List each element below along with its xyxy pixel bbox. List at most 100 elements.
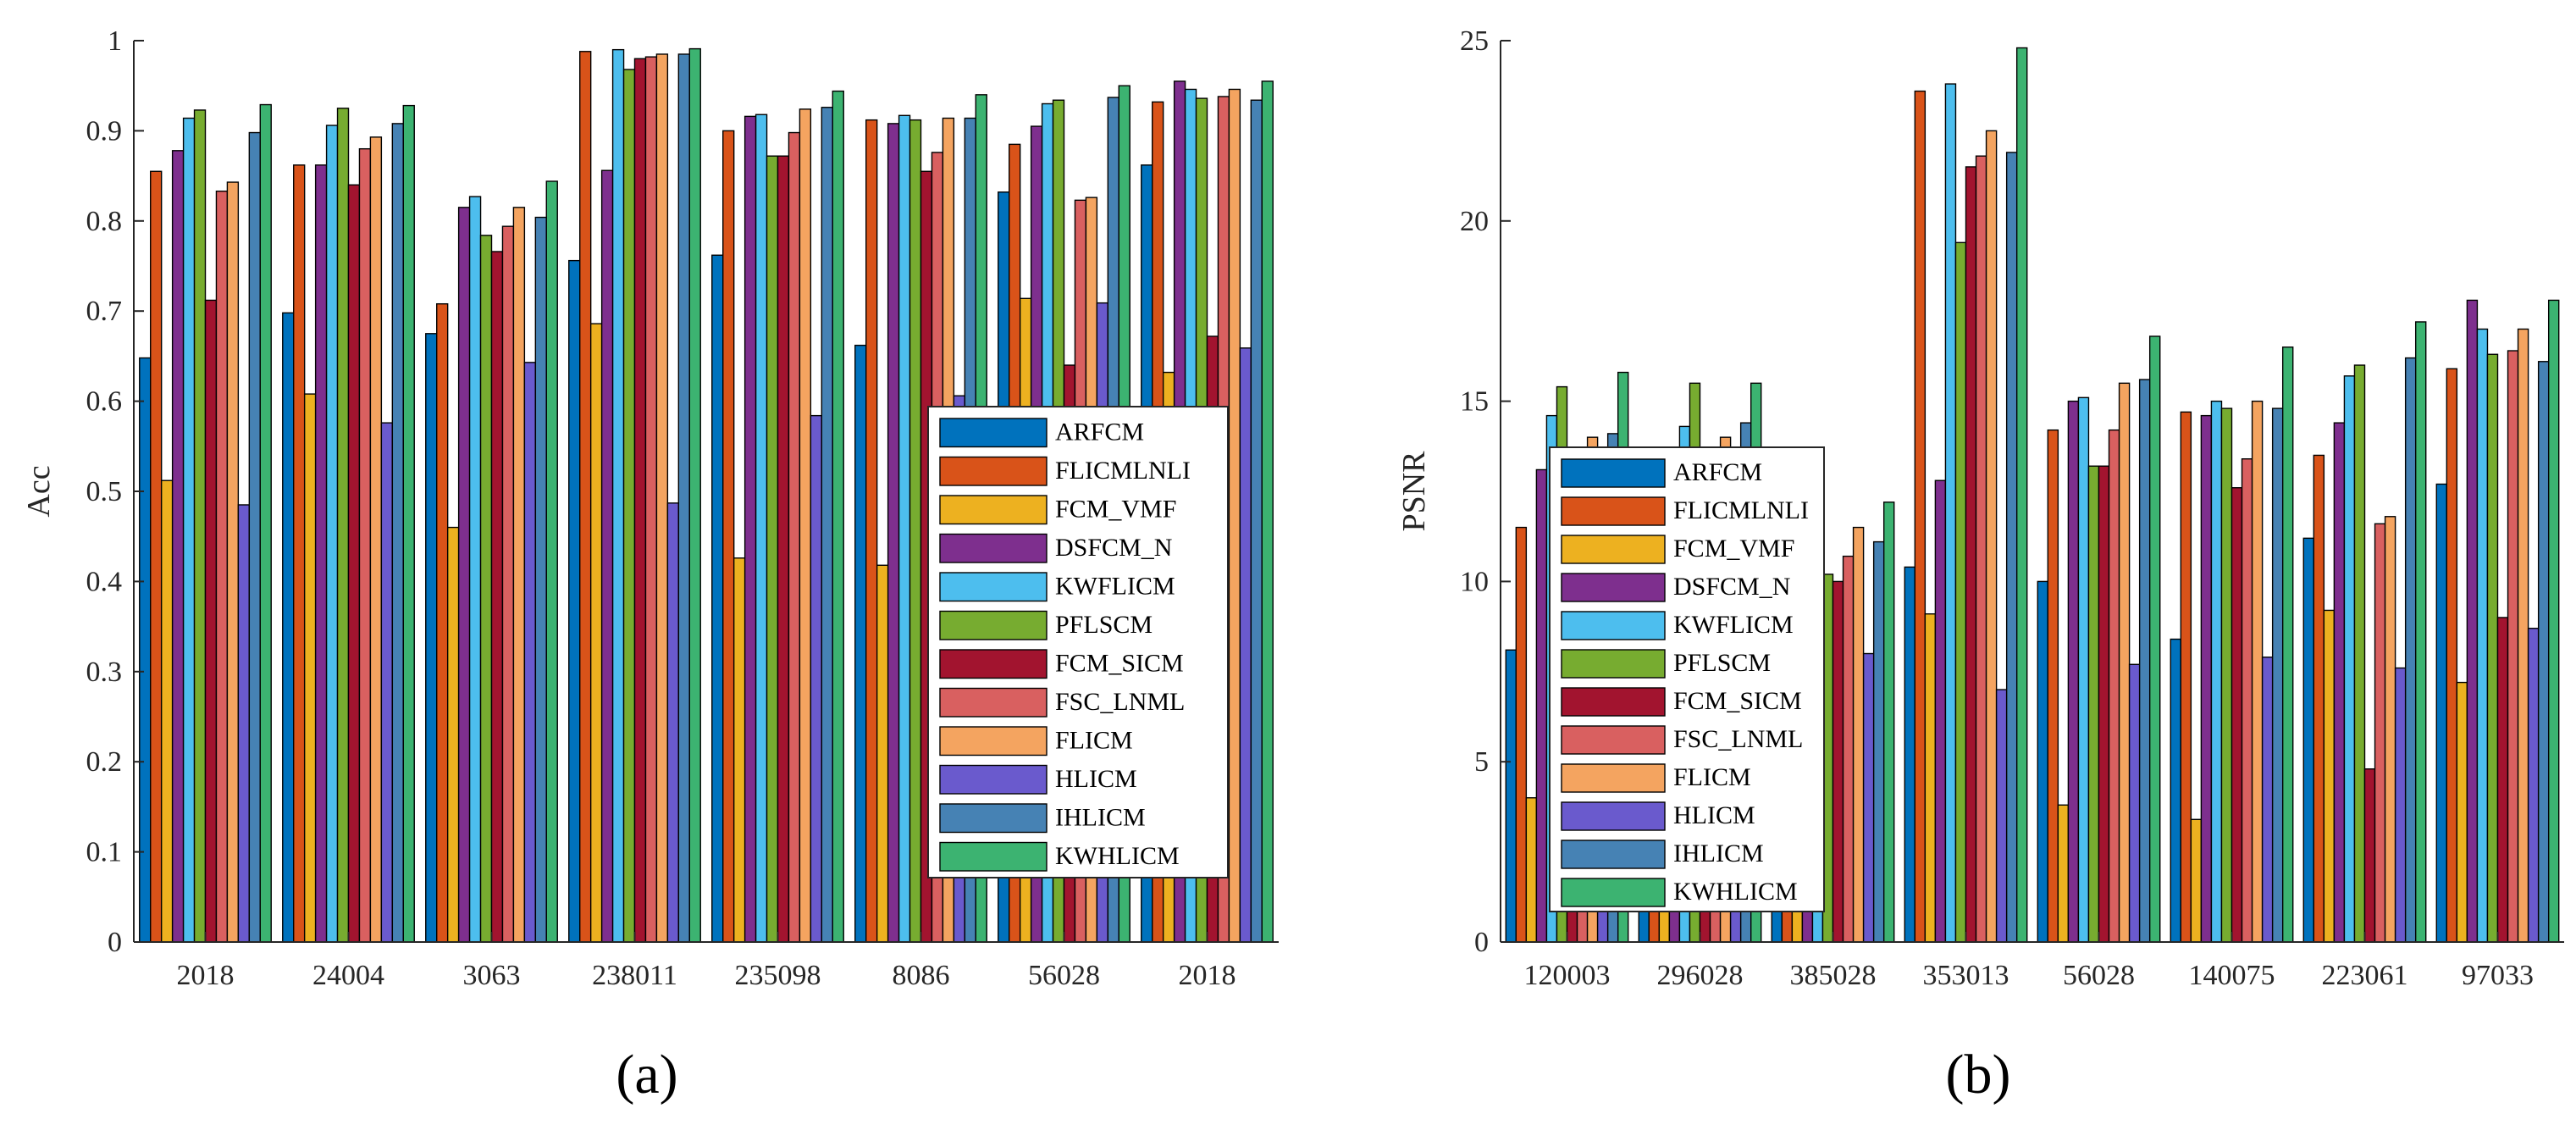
bar-hlicm-1 [237, 504, 251, 943]
bar-pflscm-4 [1954, 241, 1967, 943]
legend-swatch-ihlicm [1561, 840, 1666, 869]
bar-fsc-lnml-3 [1842, 555, 1855, 943]
legend-swatch-fsc-lnml [939, 687, 1048, 718]
x-tick-label: 385028 [1790, 960, 1877, 991]
bar-arfcm-5 [711, 254, 724, 943]
bar-kwhlicm-8 [2547, 299, 2560, 943]
bar-fcm-vmf-7 [2323, 609, 2336, 943]
legend-label: FCM_VMF [1673, 535, 1794, 562]
axes-a: 0 0.1 0.2 0.3 0.4 0.5 0.6 0.7 0.8 0.9 1 2018 24004 30… [86, 25, 1279, 991]
bar-pflscm-4 [622, 69, 636, 943]
x-tick-label: 3063 [463, 960, 521, 991]
bar-hlicm-4 [1995, 689, 2008, 943]
bar-fcm-vmf-1 [160, 479, 174, 943]
bar-ihlicm-4 [2005, 152, 2018, 943]
bar-hlicm-8 [1239, 347, 1252, 943]
bar-dsfcm-n-4 [600, 169, 614, 943]
bar-fcm-vmf-2 [303, 393, 317, 943]
bar-hlicm-2 [380, 422, 394, 943]
bar-ihlicm-7 [2404, 357, 2417, 943]
bar-arfcm-3 [425, 333, 438, 943]
legend-b: ARFCM FLICMLNLI FCM_VMF DSFCM_N KWFLICM PFLSC… [1549, 446, 1825, 912]
legend-label: DSFCM_N [1673, 573, 1790, 601]
bar-fcm-vmf-8 [2456, 681, 2468, 943]
y-tick-label: 0.3 [86, 657, 123, 688]
x-tick-label: 238011 [592, 960, 677, 991]
bar-dsfcm-n-5 [744, 115, 757, 943]
bar-fsc-lnml-3 [501, 225, 515, 943]
legend-swatch-fcm-sicm [1561, 687, 1666, 717]
bar-kwflicm-7 [2343, 375, 2356, 943]
bar-kwflicm-6 [2210, 400, 2223, 943]
ylabel-b: PSNR [1396, 451, 1432, 532]
bar-fcm-sicm-1 [204, 299, 218, 943]
legend-label: HLICM [1055, 765, 1137, 793]
bar-pflscm-3 [479, 235, 493, 943]
x-tick-label: 223061 [2322, 960, 2408, 991]
legend-label: PFLSCM [1673, 649, 1771, 677]
bar-hlicm-4 [666, 502, 680, 943]
legend-label: FLICMLNLI [1055, 457, 1191, 485]
bar-kwhlicm-3 [1882, 502, 1895, 943]
legend-label: FLICM [1673, 763, 1751, 791]
bar-fcm-vmf-5 [732, 557, 746, 943]
bar-arfcm-8 [2435, 483, 2448, 943]
bar-kwhlicm-4 [688, 47, 701, 943]
bar-kwflicm-5 [755, 114, 768, 943]
legend-label: ARFCM [1055, 418, 1144, 446]
bar-fcm-sicm-3 [1832, 580, 1844, 943]
legend-label: HLICM [1673, 801, 1755, 829]
legend-label: PFLSCM [1055, 611, 1153, 639]
bar-fsc-lnml-5 [788, 131, 801, 943]
bar-flicm-5 [2118, 382, 2131, 943]
bar-kwhlicm-2 [402, 104, 415, 943]
bar-kwflicm-5 [2077, 396, 2090, 943]
bar-flicmlnli-6 [865, 119, 878, 943]
legend-swatch-arfcm [1561, 458, 1666, 488]
bar-flicmlnli-7 [2313, 454, 2325, 943]
bar-flicm-7 [2384, 516, 2396, 943]
bar-fsc-lnml-5 [2108, 429, 2120, 943]
bar-ihlicm-3 [534, 216, 547, 943]
legend-label: FSC_LNML [1055, 688, 1185, 716]
bar-dsfcm-n-7 [2333, 422, 2346, 943]
bar-fcm-sicm-4 [633, 58, 647, 943]
bar-arfcm-6 [854, 344, 867, 943]
bar-dsfcm-n-5 [2067, 400, 2080, 943]
bar-pflscm-6 [909, 119, 922, 943]
bar-kwflicm-3 [468, 196, 482, 943]
bar-kwhlicm-6 [2281, 346, 2294, 943]
bar-fcm-sicm-4 [1965, 166, 1977, 943]
y-tick-label: 0.2 [86, 746, 123, 778]
bar-kwflicm-4 [611, 48, 625, 943]
legend-swatch-fsc-lnml [1561, 725, 1666, 755]
legend-swatch-flicmlnli [1561, 496, 1666, 526]
x-tick-label: 120003 [1524, 960, 1611, 991]
legend-swatch-fcm-vmf [1561, 535, 1666, 564]
bar-fcm-sicm-3 [490, 251, 504, 943]
y-tick-label: 25 [1460, 25, 1489, 57]
x-tick-label: 140075 [2189, 960, 2275, 991]
legend-swatch-hlicm [939, 764, 1048, 795]
bar-arfcm-1 [139, 357, 152, 943]
y-tick-label: 10 [1460, 566, 1489, 597]
bar-fcm-vmf-3 [446, 526, 460, 943]
axes-b: 0 5 10 15 20 25 120003 296028 385028 353013 56028 1… [1460, 25, 2564, 991]
legend-swatch-ihlicm [939, 803, 1048, 834]
bar-hlicm-8 [2527, 628, 2540, 943]
bar-fcm-vmf-4 [589, 323, 603, 943]
bar-arfcm-1 [1505, 649, 1517, 943]
bar-arfcm-7 [2302, 537, 2315, 943]
bar-flicm-2 [369, 136, 383, 943]
legend-label: IHLICM [1055, 804, 1146, 832]
bar-flicm-4 [655, 53, 669, 943]
y-tick-label: 0.7 [86, 296, 123, 327]
y-tick-label: 0.4 [86, 566, 123, 597]
bar-kwhlicm-4 [2015, 47, 2028, 943]
bar-flicmlnli-5 [2047, 429, 2059, 943]
bar-pflscm-7 [2353, 364, 2366, 943]
bar-flicm-8 [2517, 328, 2529, 943]
bar-kwflicm-8 [2476, 328, 2489, 943]
bar-flicm-8 [1228, 88, 1241, 943]
legend-label: KWFLICM [1055, 573, 1175, 601]
